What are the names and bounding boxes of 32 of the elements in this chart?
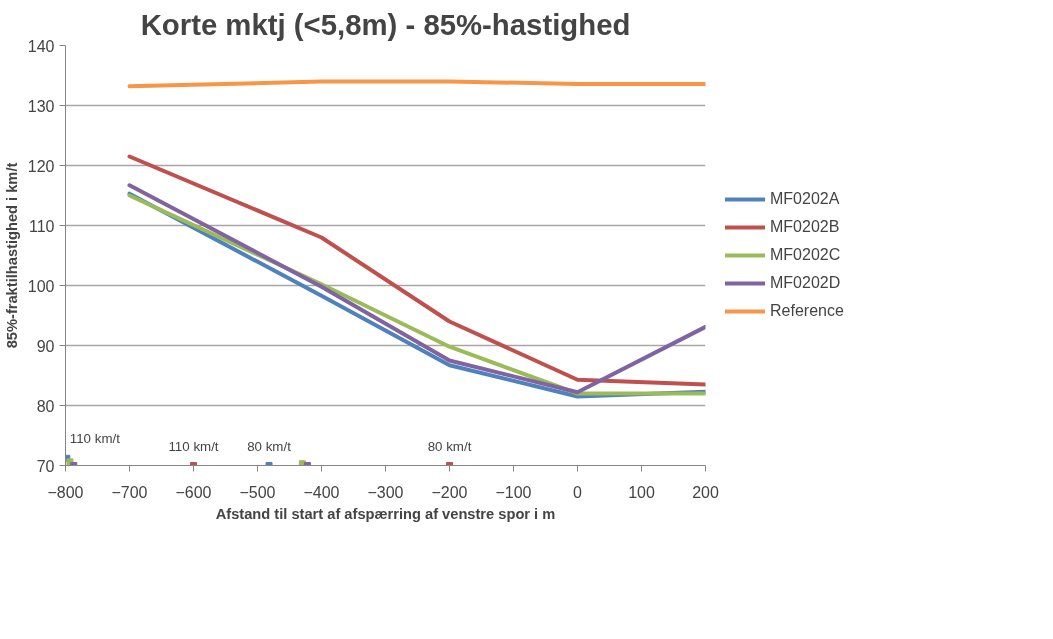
annotation: 80 km/t bbox=[247, 438, 292, 454]
x-tick-label: 100 bbox=[628, 483, 655, 501]
x-axis-title: Afstand til start af afspærring af venstre spor i m bbox=[215, 505, 556, 522]
legend-label: MF0202B bbox=[770, 218, 840, 236]
y-tick-label: 120 bbox=[27, 157, 55, 175]
y-tick-label: 100 bbox=[27, 277, 55, 295]
legend-label: MF0202A bbox=[770, 190, 840, 208]
y-axis-title: 85%-fraktilhastighed i km/t bbox=[3, 162, 20, 349]
annotation: 110 km/t bbox=[168, 438, 219, 454]
legend-label: MF0202D bbox=[770, 274, 841, 292]
y-tick-label: 130 bbox=[27, 97, 55, 115]
annotation: 110 km/t bbox=[69, 431, 121, 447]
x-tick-label: −200 bbox=[431, 483, 468, 501]
line-series bbox=[127, 154, 706, 387]
legend-label: Reference bbox=[770, 302, 844, 320]
x-tick-label: −500 bbox=[239, 483, 276, 501]
y-tick-label: 90 bbox=[36, 337, 55, 355]
x-tick-label: −300 bbox=[367, 483, 404, 501]
y-tick-label: 70 bbox=[36, 457, 55, 475]
x-tick-label: −600 bbox=[175, 483, 212, 501]
y-tick-label: 80 bbox=[36, 397, 55, 415]
x-tick-label: −100 bbox=[495, 483, 532, 501]
y-tick-label: 140 bbox=[27, 37, 55, 55]
x-tick-label: −800 bbox=[47, 483, 84, 501]
x-tick-label: −400 bbox=[303, 483, 340, 501]
y-tick-label: 110 bbox=[28, 217, 55, 235]
chart-title: Korte mktj (<5,8m) - 85%-hastighed bbox=[140, 7, 631, 41]
legend-label: MF0202C bbox=[770, 246, 841, 264]
x-tick-label: 0 bbox=[573, 483, 583, 501]
x-tick-label: 200 bbox=[692, 483, 719, 501]
x-tick-label: −700 bbox=[111, 483, 148, 501]
annotation: 80 km/t bbox=[427, 438, 472, 454]
